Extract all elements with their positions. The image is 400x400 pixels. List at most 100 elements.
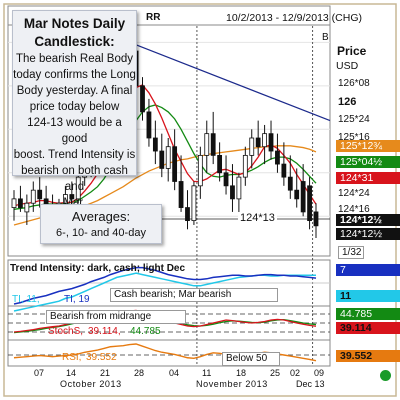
price-tick: 125*16 [338,132,370,143]
x-tick: 25 [270,368,281,378]
price-tick: 124*24 [338,188,370,199]
candle-body [63,194,68,204]
candle-body [242,154,248,178]
ti-value-tag-2: 11 [336,290,400,302]
callout-line: Body yesterday. A final [16,85,133,97]
ti-cash-line [13,266,317,305]
price-tag-6day: 124*31 [336,172,400,184]
price-tick: 124*16 [338,204,370,215]
callout-line: price today below [29,101,120,113]
x-tick: 09 [314,368,325,378]
candle-body [37,189,43,200]
candle-body [165,146,171,169]
candle-body [287,176,293,191]
rsi-name: RSI, [62,352,82,363]
stoch-k-tag: 39.114 [336,322,400,334]
x-tick: 04 [169,368,180,378]
stoch-name: StochS, [48,326,84,337]
candle-body [18,198,23,208]
candle-body [185,207,190,222]
candle-body [24,202,30,213]
price-axis-unit: USD [336,60,359,72]
callout-line: 124-13 would be a good [27,117,122,145]
candle-body [313,211,319,227]
callout-line: boost. Trend Intensity is [13,149,136,161]
ti-right-label: TI, 19 [64,294,90,305]
rsi-value: 39.552 [86,352,117,363]
candle-body [178,181,184,208]
callout-title: Mar Notes Daily [23,16,126,31]
trend-panel-label: Cash bearish; Mar bearish [110,288,278,302]
ti-value-tag: 7 [336,264,400,276]
averages-callout: Averages: 6-, 10- and 40-day [40,204,162,244]
price-tag-last: 124*12½ [336,214,400,226]
x-tick: 18 [236,368,247,378]
candle-body [217,154,223,174]
price-tag-10day: 125*04½ [336,156,400,168]
scale-increment[interactable]: 1/32 [338,246,364,259]
price-axis-title: Price [337,44,367,58]
callout-line: bearish on both cash and [21,165,128,193]
candle-body [236,176,242,200]
candle-body [300,181,306,213]
averages-body: 6-, 10- and 40-day [56,227,146,239]
candle-body [294,189,300,200]
commentary-callout: Mar Notes Daily Candlestick: The bearish… [12,10,137,209]
callout-line: today confirms the Long [13,69,136,81]
candle-body [75,176,81,200]
callout-subtitle: Candlestick: [34,34,115,49]
stoch-panel-label: Bearish from midrange [46,310,186,324]
candle-body [223,172,229,187]
price-tick: 125*24 [338,114,370,125]
candle-body [191,185,197,222]
x-month-label: October 2013 [60,379,122,389]
x-month-label: Dec 13 [296,379,325,389]
candle-body [172,146,178,182]
ti-dec-line [13,272,316,312]
candle-body [69,194,75,200]
candle-body [140,85,145,113]
rsi-tag: 39.552 [336,350,400,362]
candle-body [11,198,17,208]
candle-body [230,185,235,200]
stoch-d-tag: 44.785 [336,308,400,320]
candle-body [249,137,255,156]
x-tick: 28 [134,368,145,378]
x-tick: 21 [100,368,111,378]
candle-body [210,133,216,156]
resistance-trendline [129,41,331,122]
x-tick: 14 [66,368,77,378]
candle-body [307,185,312,222]
callout-line: The bearish Real Body [16,53,133,65]
candle-body [268,133,274,152]
rsi-panel-label: Below 50 [222,352,280,366]
date-range: 10/2/2013 - 12/9/2013 (CHG) [226,12,362,24]
price-tag-close: 124*12½ [336,228,400,240]
price-tag-40day: 125*12¾ [336,140,400,152]
averages-title: Averages: [71,209,131,224]
candle-body [262,133,267,148]
ti-left-label: TI, 11, [12,294,40,305]
candle-body [30,189,36,204]
x-month-label: November 2013 [196,379,268,389]
corner-label: B [322,32,329,43]
stoch-value-d: 44.785 [130,326,161,337]
candle-body [152,137,158,152]
price-tick: 126 [338,96,357,108]
x-tick: 11 [202,368,212,378]
x-tick: 07 [34,368,45,378]
candle-body [146,111,152,139]
trend-panel-title: Trend Intensity: dark, cash; light Dec [10,263,186,274]
candle-body [255,137,261,148]
candle-body [204,133,210,156]
candle-body [159,150,165,169]
price-tick: 126*08 [338,78,370,89]
candle-body [197,154,203,187]
candle-body [275,150,280,165]
status-dot-icon [380,370,391,381]
symbol-fragment: RR [146,12,161,23]
x-tick: 02 [290,368,301,378]
stoch-value-k: 39.114, [88,326,121,337]
support-level-label: 124*13 [238,212,277,224]
